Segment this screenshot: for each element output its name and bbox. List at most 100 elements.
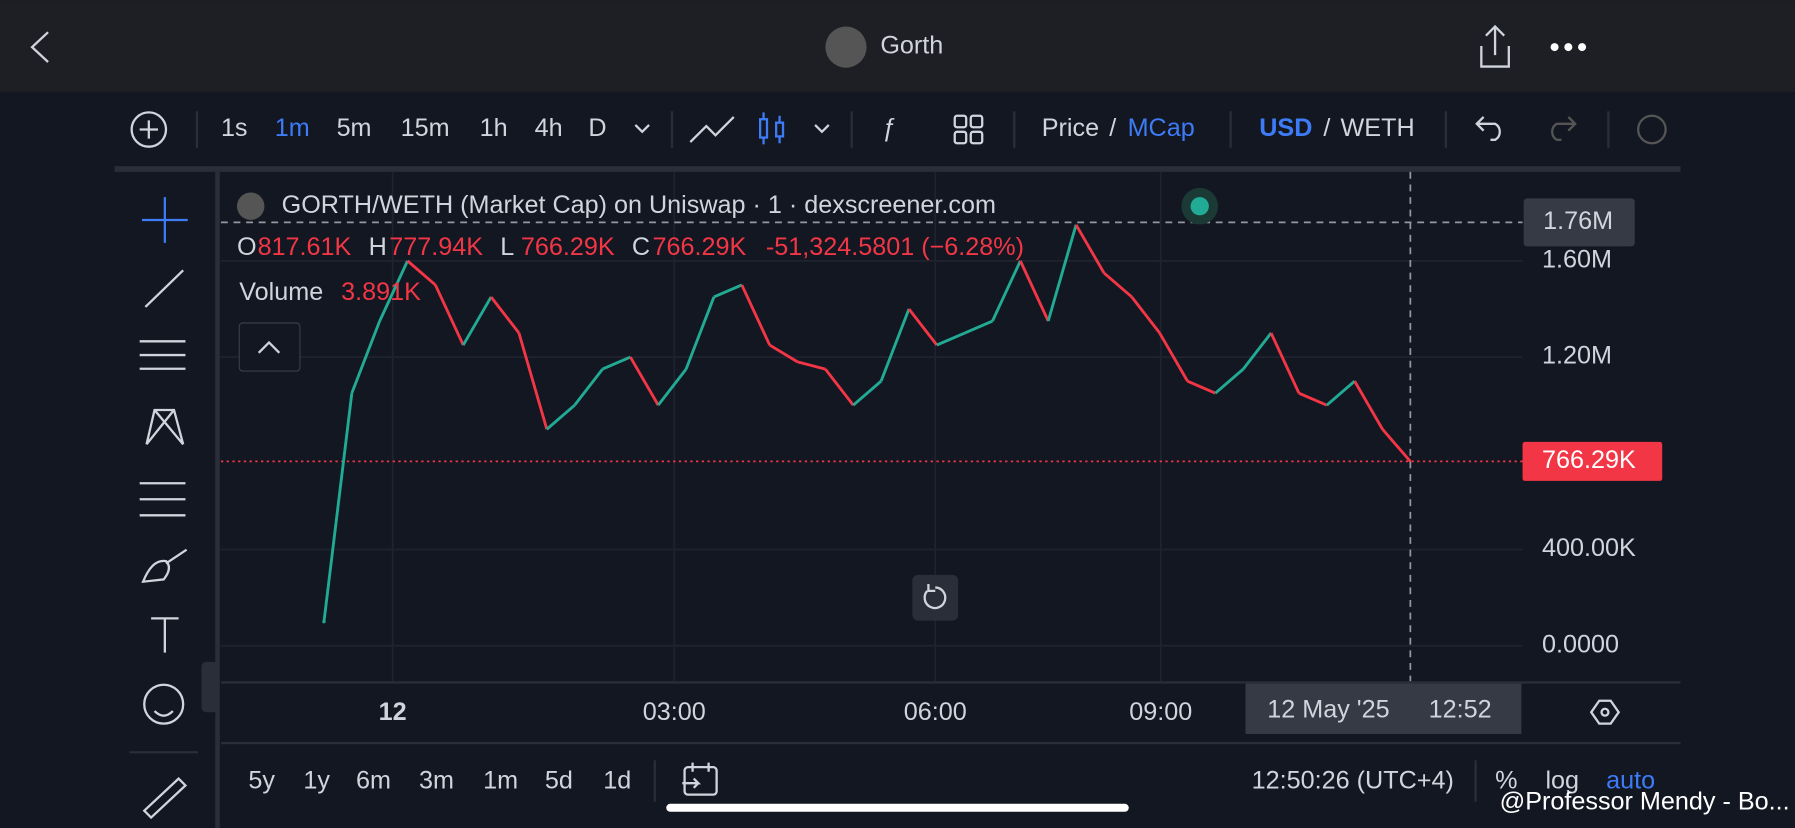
brush-tool[interactable] [141, 548, 188, 584]
pattern-tool[interactable] [145, 408, 185, 446]
ohlc-key: H [369, 233, 387, 261]
price-segment [852, 380, 883, 407]
collapse-tools[interactable] [201, 661, 218, 713]
price-segment [350, 320, 382, 394]
collapse-legend[interactable] [238, 322, 301, 372]
back-button[interactable] [30, 31, 49, 63]
price-segment [1074, 224, 1106, 274]
footer-border [220, 741, 1681, 745]
x-tick-label: 12 [379, 698, 407, 726]
y-tick-label: 0.0000 [1542, 630, 1619, 658]
percent-toggle[interactable]: % [1495, 767, 1517, 795]
price-segment [879, 308, 911, 382]
live-indicator [1190, 197, 1209, 216]
interval-button[interactable]: 1s [221, 114, 248, 142]
ohlc-value: 766.29K [521, 233, 615, 261]
emoji-smile [153, 710, 174, 717]
price-segment [489, 296, 521, 334]
layouts-button[interactable] [953, 114, 984, 145]
price-segment [1325, 380, 1356, 407]
token-avatar [825, 26, 867, 68]
indicators-button[interactable]: ƒ [881, 114, 895, 142]
axis-settings[interactable] [1589, 699, 1621, 725]
add-icon [139, 120, 158, 139]
reset-icon [923, 583, 947, 610]
usd-toggle[interactable]: USD [1259, 114, 1312, 142]
settings-button[interactable] [1637, 114, 1667, 145]
ohlc-value: 766.29K [653, 233, 747, 261]
text-tool[interactable] [151, 617, 179, 653]
range-button[interactable]: 5y [248, 767, 275, 795]
price-segment [462, 296, 493, 346]
add-button[interactable] [130, 111, 168, 148]
price-segment [657, 368, 688, 407]
volume-value: 3.891K [341, 278, 421, 306]
candle-type-button[interactable] [758, 112, 785, 145]
auto-toggle[interactable]: auto [1606, 767, 1655, 795]
axis-border [220, 681, 1681, 684]
mcap-toggle[interactable]: MCap [1128, 114, 1195, 142]
weth-toggle[interactable]: WETH [1341, 114, 1415, 142]
price-segment [740, 284, 771, 346]
crosshair-price-label: 1.76M [1543, 207, 1613, 235]
range-button[interactable]: 5d [545, 767, 573, 795]
last-price-label: 766.29K [1542, 446, 1636, 474]
ohlc-key: O [237, 233, 257, 261]
axis-settings-dot [1600, 707, 1610, 717]
range-button[interactable]: 6m [356, 767, 391, 795]
ruler-tool[interactable] [142, 777, 188, 820]
share-button[interactable] [1480, 24, 1510, 68]
range-button[interactable]: 1m [483, 767, 518, 795]
interval-button[interactable]: 4h [535, 114, 563, 142]
interval-button[interactable]: 5m [337, 114, 372, 142]
separator: / [1109, 114, 1116, 142]
line-type-button[interactable] [689, 116, 735, 143]
price-segment [517, 332, 549, 430]
chart-type-dropdown[interactable] [814, 124, 830, 134]
emoji-tool[interactable] [143, 683, 185, 725]
y-tick-label: 1.60M [1542, 246, 1612, 274]
price-segment [713, 283, 743, 299]
separator: / [1323, 114, 1330, 142]
price-toggle[interactable]: Price [1042, 114, 1099, 142]
trendline-tool[interactable] [144, 269, 184, 308]
price-segment [1298, 391, 1328, 407]
range-button[interactable]: 1d [603, 767, 631, 795]
interval-button[interactable]: 15m [401, 114, 450, 142]
crosshair-time: 12:52 [1429, 696, 1492, 724]
last-price-tag [1522, 441, 1663, 481]
ohlc-key: L [500, 233, 514, 261]
price-segment [545, 404, 576, 431]
interval-button[interactable]: D [588, 114, 606, 142]
goto-date-button[interactable] [683, 766, 718, 796]
price-segment [936, 331, 966, 347]
interval-button[interactable]: 1h [480, 114, 508, 142]
prediction-tool[interactable] [139, 482, 186, 517]
ohlc-key: C [632, 233, 650, 261]
ohlc-value: 817.61K [258, 233, 352, 261]
crosshair-tool[interactable] [141, 197, 188, 243]
log-toggle[interactable]: log [1545, 767, 1579, 795]
range-button[interactable]: 1y [303, 767, 330, 795]
price-segment [322, 392, 354, 622]
volume-label: Volume [239, 278, 323, 306]
price-segment [1186, 379, 1216, 395]
fib-tool[interactable] [139, 340, 186, 370]
price-segment [1046, 224, 1078, 322]
range-button[interactable]: 3m [419, 767, 454, 795]
price-segment [684, 296, 716, 370]
interval-button[interactable]: 1m [275, 114, 310, 142]
redo-button[interactable] [1551, 116, 1577, 141]
symbol-avatar [236, 192, 265, 220]
interval-dropdown[interactable] [634, 124, 650, 134]
price-segment [1214, 368, 1245, 395]
reset-chart-button[interactable] [912, 574, 959, 621]
more-button[interactable] [1550, 43, 1587, 52]
price-segment [406, 259, 437, 287]
price-segment [1242, 332, 1273, 370]
crosshair-time-tag [1245, 683, 1522, 734]
undo-button[interactable] [1475, 116, 1501, 141]
price-segment [907, 308, 938, 346]
